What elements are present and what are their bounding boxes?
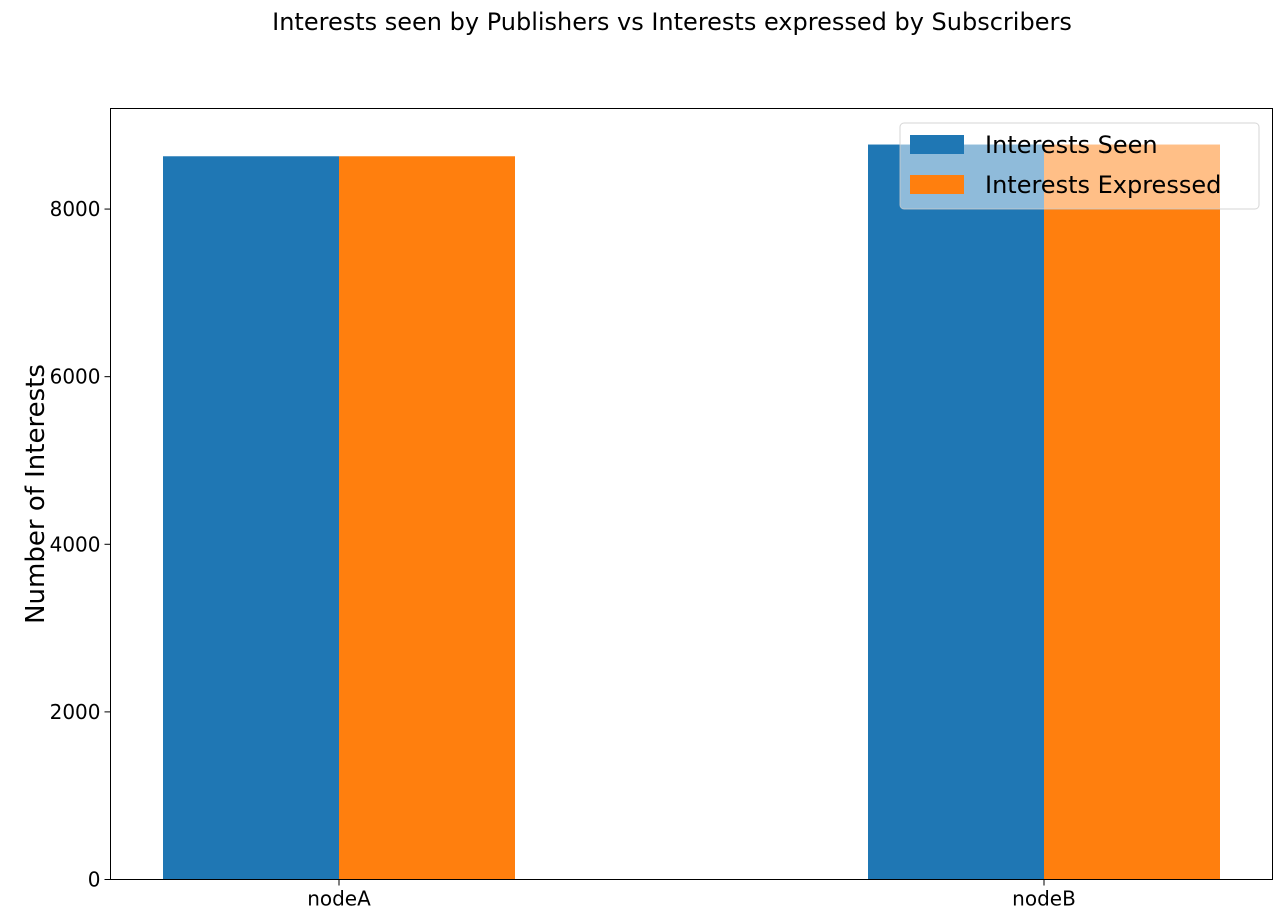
bar-nodeB-expressed [1044,144,1220,880]
x-tick-label: nodeA [307,887,371,911]
legend: Interests Seen Interests Expressed [899,122,1260,210]
y-axis-label: Number of Interests [21,364,51,624]
y-tick-label: 4000 [50,532,101,556]
bar-nodeB-seen [868,144,1044,880]
legend-label-expressed: Interests Expressed [985,171,1221,199]
y-tick-label: 8000 [50,197,101,221]
legend-label-seen: Interests Seen [985,131,1158,159]
bar-nodeA-expressed [339,156,515,880]
y-tick-label: 0 [88,868,101,892]
plot-frame [110,108,1273,880]
bars-group [163,144,1220,880]
legend-box [899,122,1260,210]
y-tick-label: 2000 [50,700,101,724]
legend-swatch-expressed [910,175,964,194]
chart-title: Interests seen by Publishers vs Interest… [272,8,1072,36]
legend-swatch-seen [910,135,964,154]
y-axis: 0 2000 4000 6000 8000 [50,197,111,892]
x-axis: nodeA nodeB [307,879,1076,911]
bar-nodeA-seen [163,156,339,880]
x-tick-label: nodeB [1012,887,1076,911]
y-tick-label: 6000 [50,365,101,389]
